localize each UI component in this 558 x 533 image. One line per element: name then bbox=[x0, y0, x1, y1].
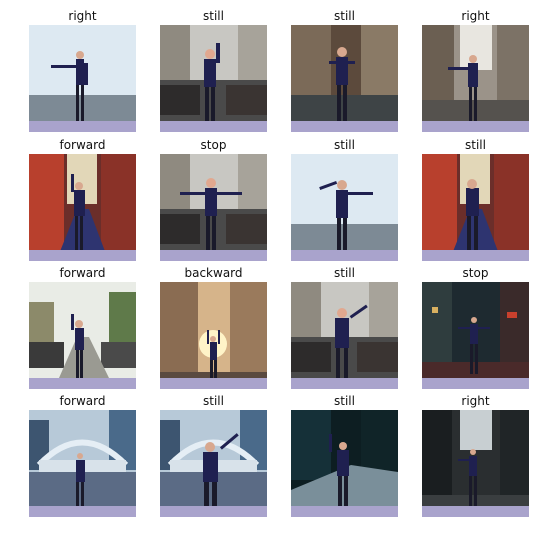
image-thumbnail bbox=[160, 282, 267, 389]
image-thumbnail bbox=[29, 25, 136, 132]
image-thumbnail bbox=[291, 282, 398, 389]
image-label: still bbox=[291, 265, 398, 281]
image-label: still bbox=[160, 393, 267, 409]
image-label: stop bbox=[160, 137, 267, 153]
image-label: still bbox=[422, 137, 529, 153]
image-thumbnail bbox=[422, 410, 529, 517]
image-label: forward bbox=[29, 393, 136, 409]
image-thumbnail bbox=[29, 410, 136, 517]
image-label: still bbox=[291, 393, 398, 409]
image-thumbnail bbox=[291, 25, 398, 132]
image-thumbnail bbox=[422, 282, 529, 389]
image-thumbnail bbox=[291, 154, 398, 261]
image-thumbnail bbox=[160, 25, 267, 132]
image-thumbnail bbox=[160, 410, 267, 517]
image-label: backward bbox=[160, 265, 267, 281]
image-label: forward bbox=[29, 137, 136, 153]
image-label: stop bbox=[422, 265, 529, 281]
image-label: still bbox=[291, 137, 398, 153]
image-thumbnail bbox=[422, 154, 529, 261]
image-thumbnail bbox=[29, 282, 136, 389]
image-label: right bbox=[422, 393, 529, 409]
image-thumbnail bbox=[291, 410, 398, 517]
image-label: forward bbox=[29, 265, 136, 281]
image-thumbnail bbox=[160, 154, 267, 261]
image-thumbnail bbox=[422, 25, 529, 132]
image-thumbnail bbox=[29, 154, 136, 261]
image-label: right bbox=[29, 8, 136, 24]
image-label: still bbox=[160, 8, 267, 24]
image-label: still bbox=[291, 8, 398, 24]
image-label: right bbox=[422, 8, 529, 24]
